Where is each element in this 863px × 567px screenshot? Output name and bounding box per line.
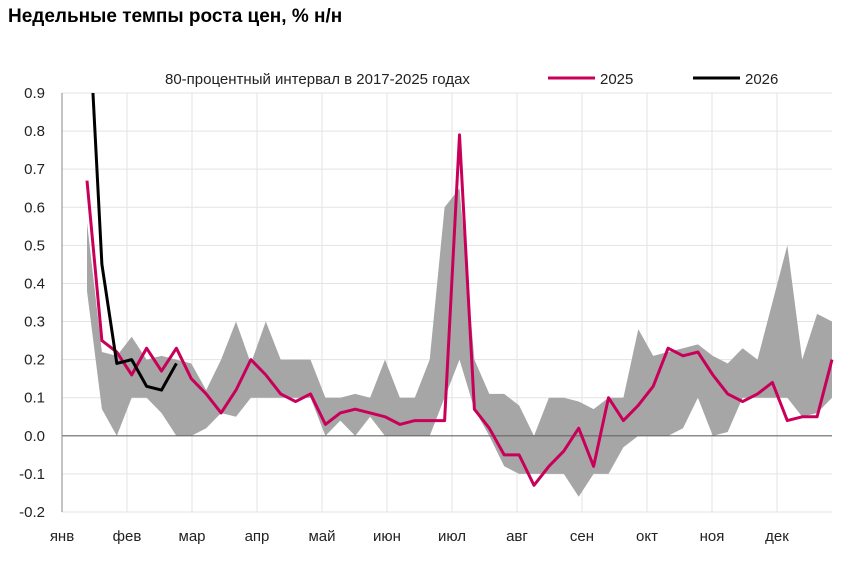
series-lines xyxy=(85,93,834,487)
y-tick-label: 0.3 xyxy=(24,314,45,331)
x-tick-label: дек xyxy=(765,528,789,545)
x-tick-label: апр xyxy=(245,528,270,545)
y-tick-label: 0.1 xyxy=(24,390,45,407)
y-tick-label: 0.9 xyxy=(24,85,45,102)
x-tick-label: сен xyxy=(570,528,594,545)
legend-2026-label: 2026 xyxy=(745,71,778,88)
y-tick-label: 0.5 xyxy=(24,237,45,254)
legend-band-label: 80-процентный интервал в 2017-2025 годах xyxy=(165,71,470,88)
x-tick-label: янв xyxy=(50,528,74,545)
y-tick-label: 0.4 xyxy=(24,275,45,292)
x-tick-label: ноя xyxy=(700,528,725,545)
y-tick-label: 0.0 xyxy=(24,428,45,445)
y-tick-label: 0.2 xyxy=(24,352,45,369)
y-tick-label: -0.1 xyxy=(19,466,45,483)
x-tick-label: фев xyxy=(113,528,142,545)
x-tick-label: июл xyxy=(438,528,466,545)
y-tick-label: 0.6 xyxy=(24,199,45,216)
x-tick-label: окт xyxy=(636,528,658,545)
legend-2025-label: 2025 xyxy=(600,71,633,88)
x-tick-label: май xyxy=(308,528,335,545)
y-tick-label: 0.8 xyxy=(24,123,45,140)
x-tick-label: авг xyxy=(506,528,528,545)
legend: 80-процентный интервал в 2017-2025 годах… xyxy=(165,71,778,88)
interval-band-area xyxy=(87,188,832,497)
x-tick-label: мар xyxy=(179,528,206,545)
y-tick-label: -0.2 xyxy=(19,504,45,521)
interval-band xyxy=(87,188,832,497)
tick-labels: -0.2 -0.1 0.0 0.1 0.2 0.3 0.4 0.5 0.6 0.7 0.8 0.9 ян… xyxy=(19,85,789,545)
y-tick-label: 0.7 xyxy=(24,161,45,178)
x-tick-label: июн xyxy=(373,528,401,545)
chart-title: Недельные темпы роста цен, % н/н xyxy=(8,6,343,27)
axes xyxy=(61,93,832,512)
